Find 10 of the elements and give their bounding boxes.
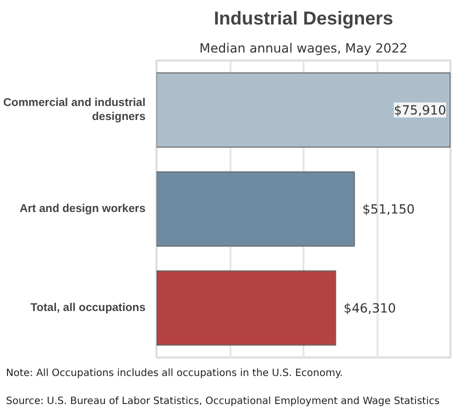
source-note: Source: U.S. Bureau of Labor Statistics, Occupational Employment and Wage Statistics bbox=[6, 395, 440, 409]
chart-title: Industrial Designers bbox=[214, 8, 394, 28]
y-tick-label: Commercial and industrial designers bbox=[3, 96, 146, 124]
chart-subtitle: Median annual wages, May 2022 bbox=[199, 40, 408, 56]
data-label: $46,310 bbox=[344, 300, 396, 316]
text: Note: All Occupations includes all occupations in the U.S. Economy. bbox=[6, 367, 343, 381]
data-label: $51,150 bbox=[362, 202, 415, 216]
y-tick-label: Total, all occupations bbox=[30, 302, 146, 314]
y-tick-label: Art and design workers bbox=[20, 203, 146, 215]
data-label: $75,910 bbox=[394, 102, 446, 118]
